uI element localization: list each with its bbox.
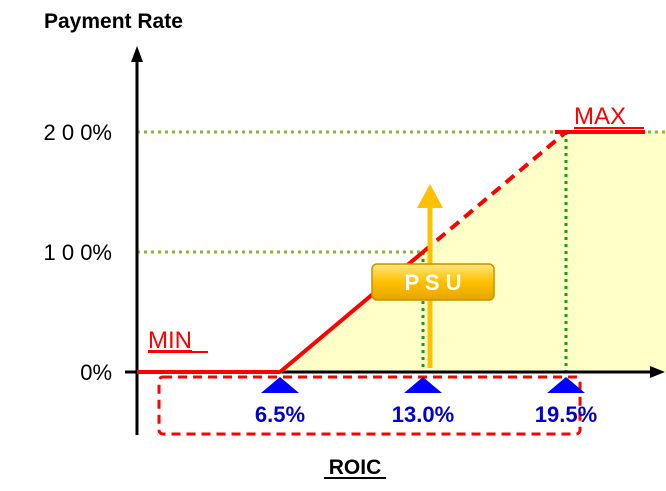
roic-marker-triangle bbox=[261, 377, 299, 393]
roic-marker-label: 19.5% bbox=[535, 402, 597, 427]
roic-range-box bbox=[157, 375, 582, 436]
psu-box bbox=[371, 263, 495, 301]
x-axis-title: ROIC bbox=[329, 456, 382, 479]
max-label: MAX bbox=[574, 103, 626, 130]
y-tick-label: 1 0 0% bbox=[44, 240, 113, 265]
roic-marker-triangle bbox=[404, 377, 442, 393]
line-dashed-segment bbox=[421, 130, 568, 254]
y-tick-label: 2 0 0% bbox=[44, 120, 113, 145]
min-label: MIN bbox=[148, 327, 192, 354]
roic-marker-label: 6.5% bbox=[255, 402, 305, 427]
y-axis-arrow bbox=[131, 46, 143, 62]
psu-label: P S U bbox=[404, 270, 461, 295]
psu-arrow-head bbox=[417, 184, 443, 208]
y-tick-label: 0% bbox=[80, 360, 112, 385]
roic-marker-triangle bbox=[547, 377, 585, 393]
roic-marker-label: 13.0% bbox=[392, 402, 454, 427]
payout-area bbox=[280, 132, 666, 372]
x-axis-arrow bbox=[650, 366, 665, 378]
y-axis-title: Payment Rate bbox=[44, 10, 183, 33]
